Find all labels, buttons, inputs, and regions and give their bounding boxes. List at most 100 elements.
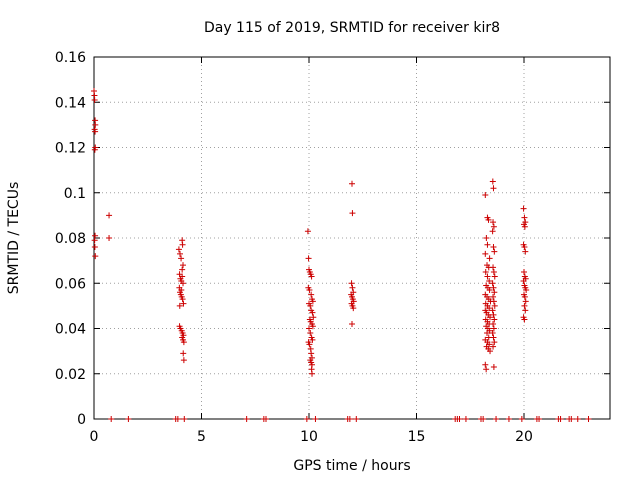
data-point bbox=[179, 296, 186, 303]
data-point bbox=[489, 307, 496, 314]
points-layer bbox=[91, 87, 592, 422]
data-point bbox=[263, 416, 269, 422]
data-point bbox=[522, 307, 529, 314]
data-point bbox=[482, 250, 489, 257]
data-point bbox=[491, 289, 498, 296]
data-point bbox=[178, 287, 185, 294]
data-point bbox=[521, 316, 528, 323]
y-axis-label: SRMTID / TECUs bbox=[6, 182, 22, 295]
data-point bbox=[305, 255, 312, 262]
data-point bbox=[486, 255, 493, 262]
data-point bbox=[456, 416, 463, 422]
data-point bbox=[491, 302, 498, 309]
data-point bbox=[521, 223, 528, 230]
data-point bbox=[349, 210, 356, 217]
data-point bbox=[176, 302, 183, 309]
data-point bbox=[490, 343, 497, 350]
data-point bbox=[179, 266, 186, 273]
data-point bbox=[180, 350, 187, 357]
data-point bbox=[585, 416, 592, 422]
y-tick-label: 0.04 bbox=[55, 322, 86, 338]
data-point bbox=[490, 311, 497, 318]
data-point bbox=[490, 363, 497, 370]
data-point bbox=[520, 205, 527, 212]
data-point bbox=[309, 298, 316, 305]
data-point bbox=[349, 284, 356, 291]
data-point bbox=[536, 416, 543, 422]
data-point bbox=[480, 416, 487, 422]
data-point bbox=[482, 361, 489, 368]
data-point bbox=[306, 341, 313, 348]
data-point bbox=[493, 416, 500, 422]
data-point bbox=[108, 416, 115, 422]
data-point bbox=[521, 268, 527, 275]
data-point bbox=[462, 416, 469, 422]
data-point bbox=[490, 293, 497, 300]
data-point bbox=[521, 214, 528, 221]
data-point bbox=[306, 325, 312, 332]
data-point bbox=[309, 370, 316, 377]
x-tick-label: 0 bbox=[90, 429, 99, 445]
y-tick-label: 0 bbox=[77, 412, 86, 428]
data-point bbox=[490, 325, 497, 332]
data-point bbox=[180, 339, 187, 346]
data-point bbox=[179, 273, 186, 280]
data-point bbox=[312, 416, 319, 422]
data-point bbox=[484, 241, 491, 248]
data-point bbox=[91, 244, 98, 251]
y-tick-label: 0.16 bbox=[55, 50, 86, 66]
data-point bbox=[483, 366, 490, 373]
data-point bbox=[308, 291, 315, 298]
y-tick-label: 0.14 bbox=[55, 95, 86, 111]
x-axis-label: GPS time / hours bbox=[293, 458, 410, 474]
data-point bbox=[521, 302, 528, 309]
data-point bbox=[574, 416, 581, 422]
y-tick-label: 0.02 bbox=[55, 367, 86, 383]
data-point bbox=[490, 219, 497, 226]
chart-title: Day 115 of 2019, SRMTID for receiver kir… bbox=[204, 20, 500, 36]
data-point bbox=[489, 178, 496, 185]
data-point bbox=[91, 96, 98, 103]
x-tick-label: 15 bbox=[408, 429, 426, 445]
data-point bbox=[306, 287, 313, 294]
data-point bbox=[348, 280, 355, 287]
grid-layer bbox=[94, 57, 610, 419]
x-tick-label: 5 bbox=[197, 429, 206, 445]
data-point bbox=[484, 330, 491, 337]
data-point bbox=[174, 416, 181, 422]
data-point bbox=[482, 192, 489, 199]
data-point bbox=[489, 330, 496, 337]
data-point bbox=[490, 223, 497, 230]
data-point bbox=[181, 416, 188, 422]
data-point bbox=[304, 228, 311, 235]
data-point bbox=[521, 244, 528, 251]
y-tick-label: 0.06 bbox=[55, 276, 86, 292]
data-point bbox=[490, 244, 497, 251]
data-point bbox=[309, 323, 316, 330]
data-point bbox=[91, 237, 98, 244]
x-tick-label: 10 bbox=[300, 429, 318, 445]
data-point bbox=[310, 314, 317, 321]
data-point bbox=[178, 255, 185, 262]
data-point bbox=[92, 253, 99, 260]
data-point bbox=[180, 262, 187, 269]
data-point bbox=[491, 273, 498, 280]
y-tick-label: 0.12 bbox=[55, 141, 86, 157]
y-tick-label: 0.1 bbox=[64, 186, 86, 202]
data-point bbox=[486, 277, 493, 284]
data-point bbox=[307, 330, 314, 337]
data-point bbox=[353, 416, 360, 422]
data-point bbox=[91, 146, 98, 153]
data-point bbox=[309, 309, 316, 316]
data-point bbox=[522, 298, 529, 305]
plot-frame bbox=[93, 56, 611, 420]
data-point bbox=[522, 248, 529, 255]
data-point bbox=[180, 300, 187, 307]
data-point bbox=[568, 416, 575, 422]
data-point bbox=[106, 212, 113, 219]
data-point bbox=[175, 246, 182, 253]
data-point bbox=[490, 334, 497, 341]
data-point bbox=[243, 416, 250, 422]
data-point bbox=[489, 228, 496, 235]
